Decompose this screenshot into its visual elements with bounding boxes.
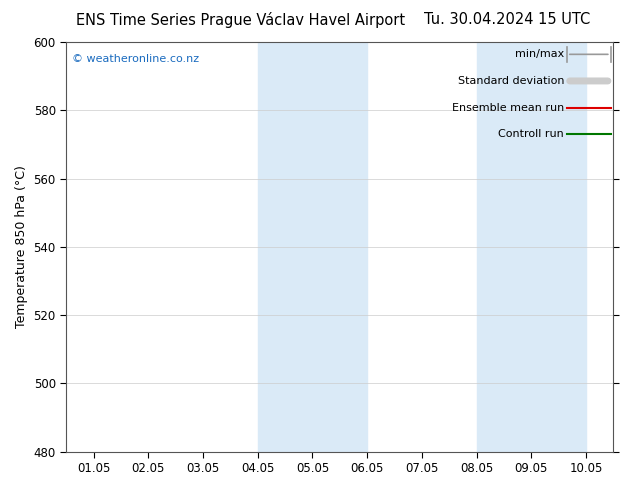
Bar xyxy=(258,42,367,452)
Text: © weatheronline.co.nz: © weatheronline.co.nz xyxy=(72,54,199,64)
Text: ENS Time Series Prague Václav Havel Airport: ENS Time Series Prague Václav Havel Airp… xyxy=(76,12,406,28)
Text: Controll run: Controll run xyxy=(498,129,564,139)
Text: min/max: min/max xyxy=(515,49,564,59)
Y-axis label: Temperature 850 hPa (°C): Temperature 850 hPa (°C) xyxy=(15,166,28,328)
Text: Ensemble mean run: Ensemble mean run xyxy=(452,102,564,113)
Bar xyxy=(477,42,586,452)
Text: Standard deviation: Standard deviation xyxy=(458,76,564,86)
Text: Tu. 30.04.2024 15 UTC: Tu. 30.04.2024 15 UTC xyxy=(424,12,590,27)
